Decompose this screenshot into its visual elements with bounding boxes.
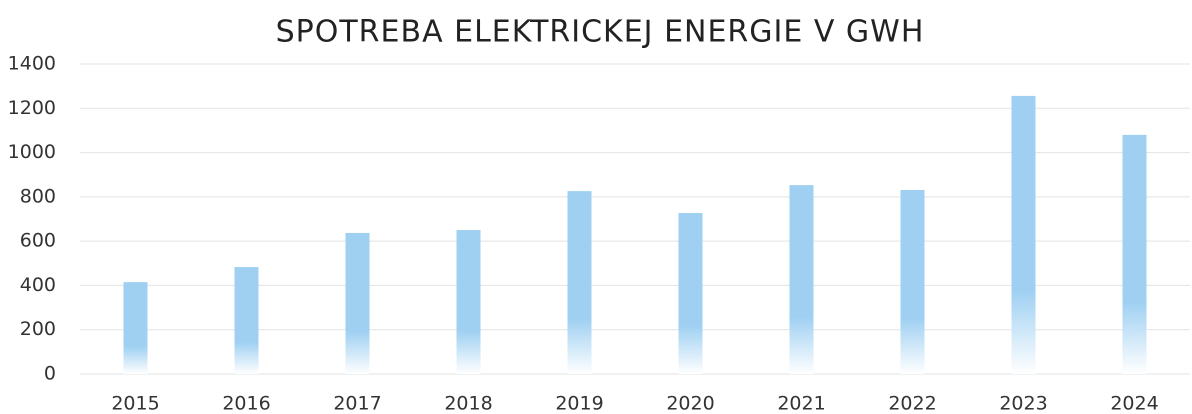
bar — [234, 267, 259, 374]
bar — [1122, 134, 1147, 374]
x-tick-label: 2019 — [555, 393, 603, 414]
bar — [1011, 95, 1036, 374]
y-tick-label: 600 — [20, 230, 56, 252]
bar — [567, 191, 592, 374]
y-tick-label: 400 — [20, 274, 56, 296]
x-tick-label: 2016 — [222, 393, 270, 414]
x-tick-label: 2022 — [888, 393, 936, 414]
bar — [345, 232, 370, 374]
bar — [678, 213, 703, 374]
x-tick-label: 2015 — [111, 393, 159, 414]
y-tick-label: 1400 — [8, 53, 56, 75]
y-tick-label: 0 — [44, 363, 56, 385]
x-tick-label: 2017 — [333, 393, 381, 414]
x-tick-label: 2018 — [444, 393, 492, 414]
y-tick-label: 200 — [20, 318, 56, 340]
bar — [456, 230, 481, 374]
x-tick-label: 2024 — [1110, 393, 1158, 414]
bar — [900, 189, 925, 374]
chart-title: SPOTREBA ELEKTRICKEJ ENERGIE V GWH — [276, 15, 925, 50]
bar — [789, 185, 814, 374]
y-tick-label: 1200 — [8, 97, 56, 119]
bar — [123, 282, 148, 374]
y-tick-label: 800 — [20, 185, 56, 207]
y-tick-label: 1000 — [8, 141, 56, 163]
x-tick-label: 2020 — [666, 393, 714, 414]
x-tick-label: 2023 — [999, 393, 1047, 414]
x-tick-label: 2021 — [777, 393, 825, 414]
